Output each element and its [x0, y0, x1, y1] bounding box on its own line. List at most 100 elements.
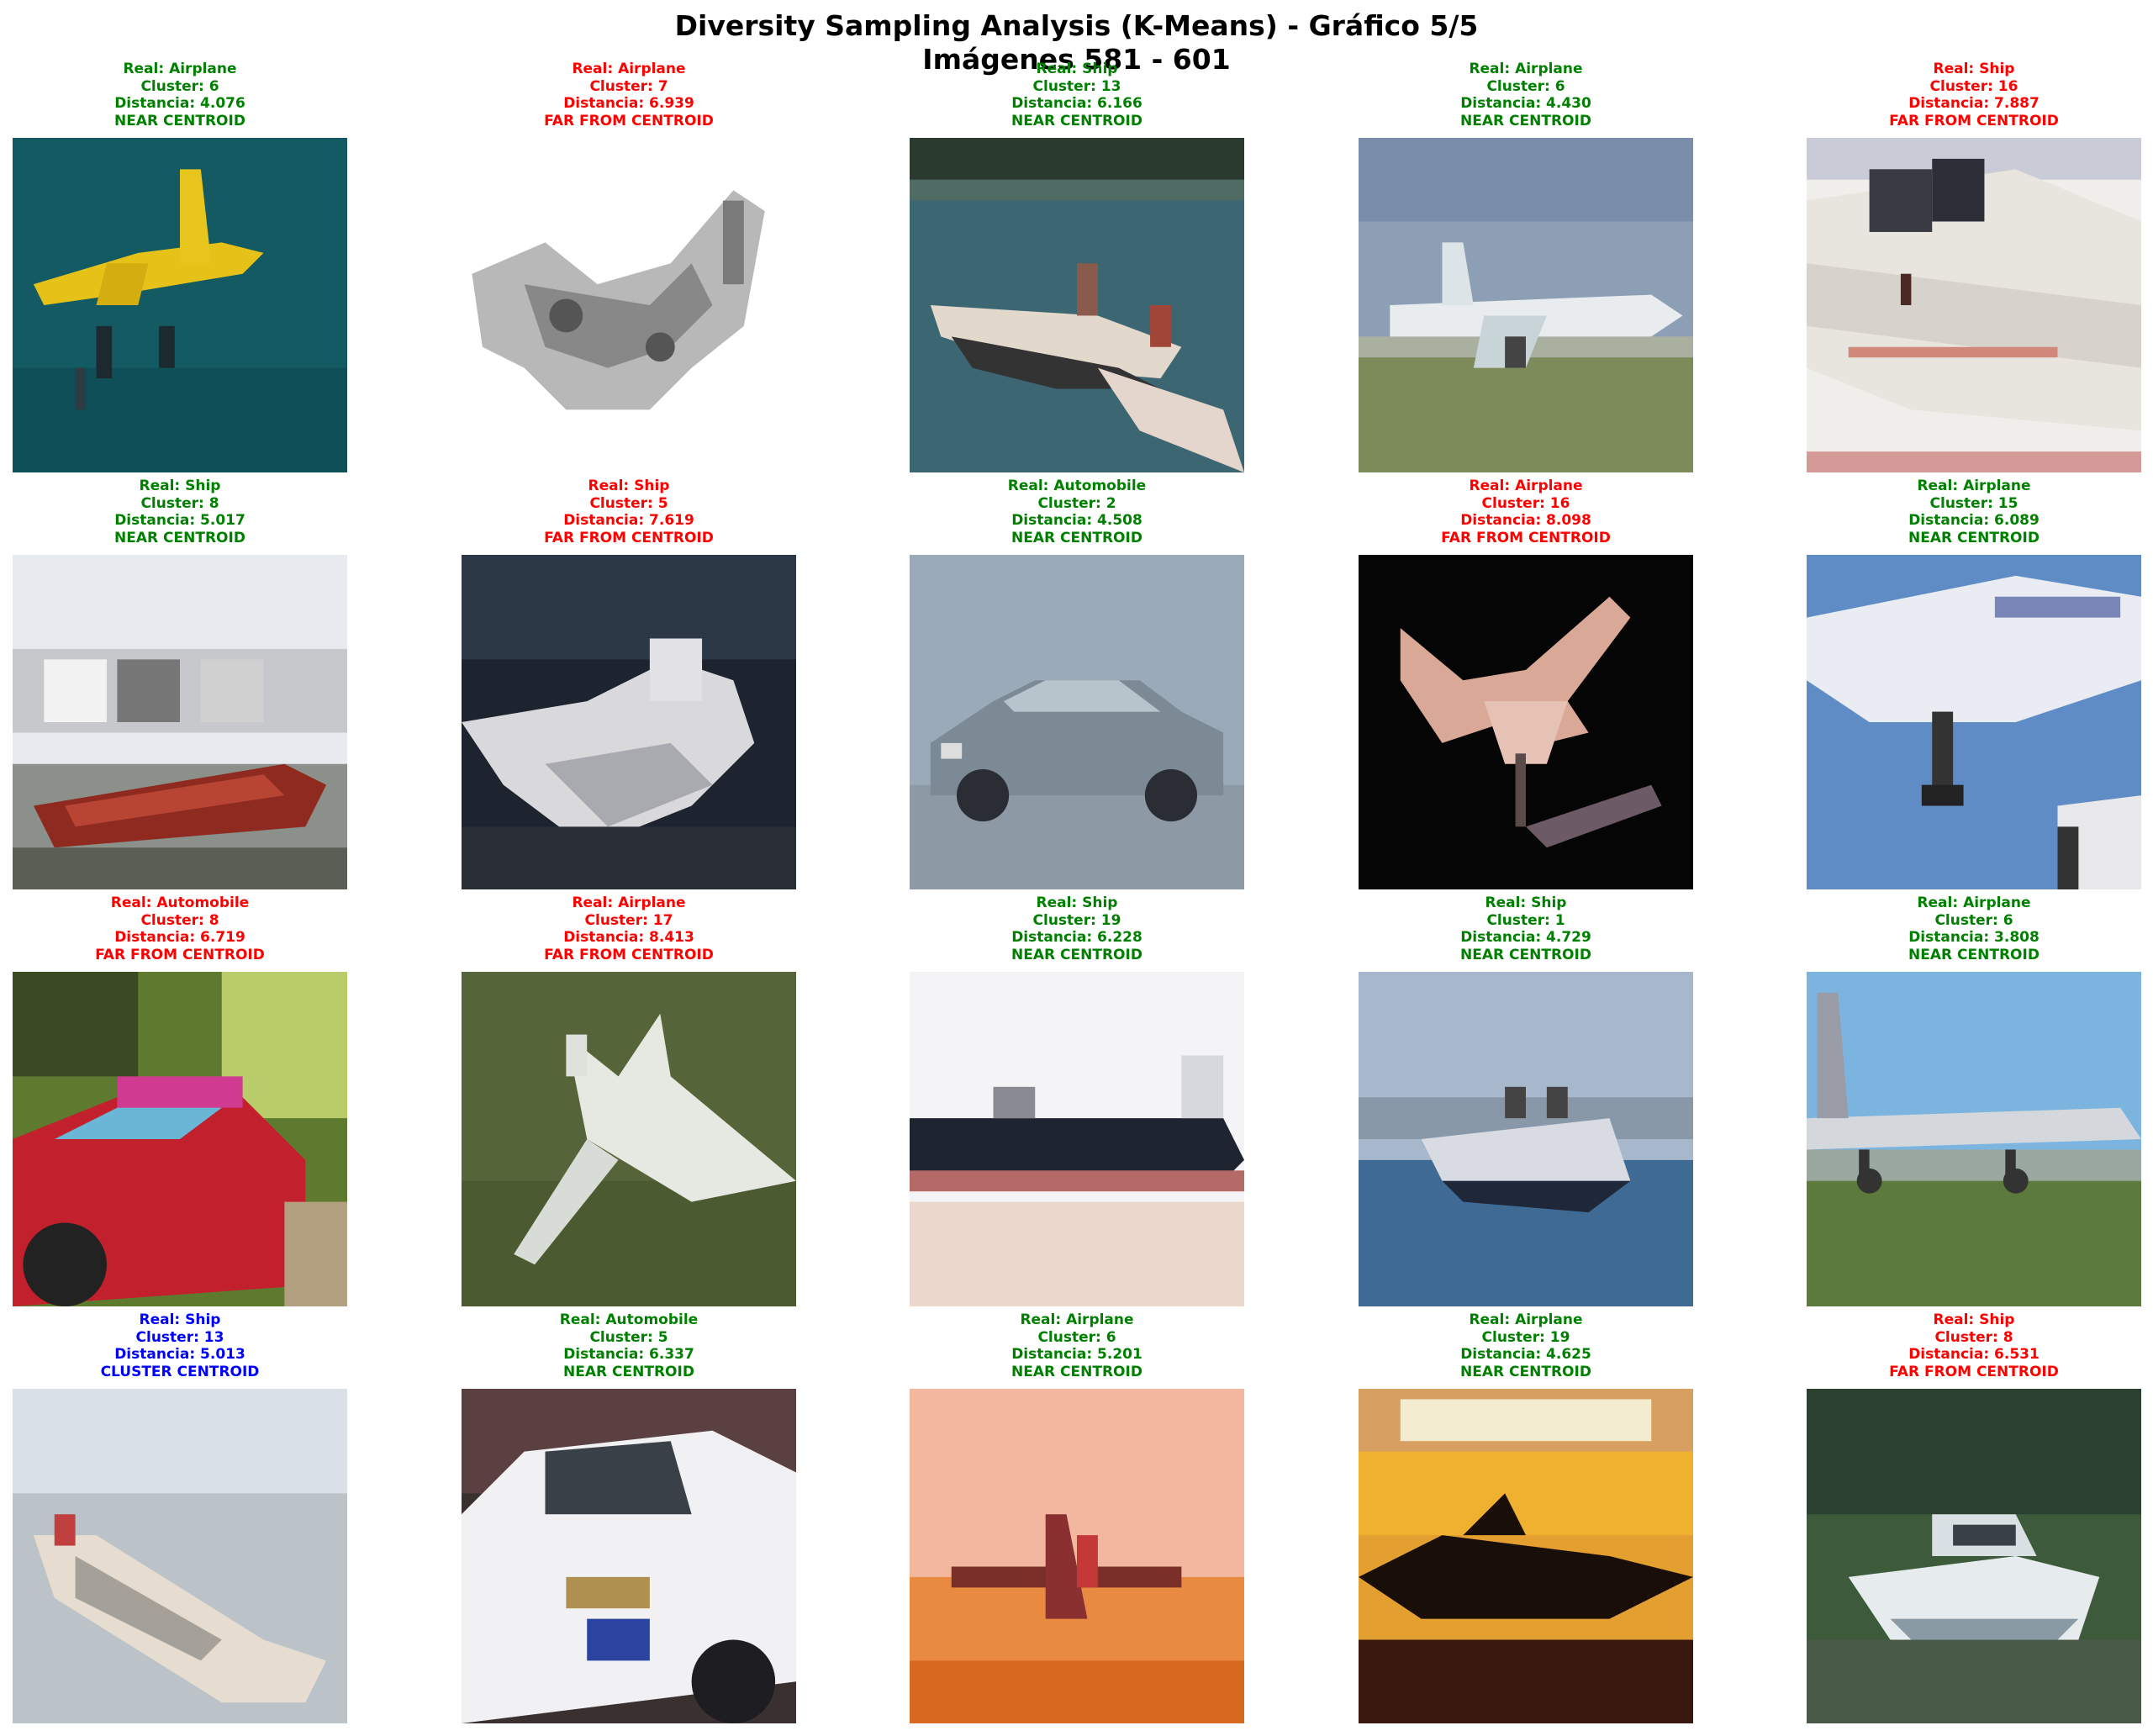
tile-label-cluster: Cluster: 16: [1929, 77, 2018, 95]
tile-label-distance: Distancia: 5.013: [114, 1346, 245, 1363]
tile-label-cluster: Cluster: 6: [1037, 1328, 1116, 1346]
tile-label-distance: Distancia: 3.808: [1908, 929, 2040, 946]
tile-label-status: FAR FROM CENTROID: [95, 946, 265, 963]
tile-label-cluster: Cluster: 19: [1032, 911, 1121, 929]
tile-label-real: Real: Automobile: [559, 1311, 699, 1328]
tile-label-real: Real: Ship: [1933, 61, 2015, 77]
tile-label-cluster: Cluster: 17: [584, 911, 673, 929]
tile-label-status: FAR FROM CENTROID: [544, 946, 714, 963]
tile-label-status: NEAR CENTROID: [1011, 529, 1142, 546]
tile-label-distance: Distancia: 6.939: [563, 95, 694, 112]
tile-label-distance: Distancia: 6.228: [1011, 929, 1142, 946]
tile-label-status: NEAR CENTROID: [1011, 112, 1142, 129]
tile-label-real: Real: Ship: [139, 1311, 221, 1328]
sample-image: [1359, 555, 1693, 889]
tile-label-distance: Distancia: 5.201: [1011, 1346, 1142, 1363]
figure-subtitle: Imágenes 581 - 601: [922, 43, 1231, 76]
tile-label-cluster: Cluster: 6: [1486, 77, 1565, 95]
tile-label-real: Real: Automobile: [110, 894, 250, 911]
tile-label-status: CLUSTER CENTROID: [100, 1363, 260, 1380]
tile-label-real: Real: Ship: [588, 478, 670, 494]
sample-image: [1807, 555, 2141, 889]
tile-label-status: NEAR CENTROID: [1011, 946, 1142, 963]
sample-image: [462, 972, 796, 1306]
sample-image: [1807, 1389, 2141, 1723]
tile-label-status: NEAR CENTROID: [1460, 946, 1591, 963]
sample-image: [1359, 1389, 1693, 1723]
tile-label-real: Real: Airplane: [1469, 478, 1583, 494]
tile-label-cluster: Cluster: 15: [1929, 494, 2018, 512]
tile-label-distance: Distancia: 4.625: [1460, 1346, 1591, 1363]
sample-image: [13, 1389, 347, 1723]
tile-label-distance: Distancia: 4.508: [1011, 512, 1142, 529]
figure-title: Diversity Sampling Analysis (K-Means) - …: [674, 9, 1479, 42]
tile-label-real: Real: Ship: [1036, 894, 1118, 911]
tile-label-distance: Distancia: 6.531: [1908, 1346, 2040, 1363]
sample-image: [910, 555, 1244, 889]
sample-image: [462, 138, 796, 472]
tile-label-cluster: Cluster: 6: [140, 77, 219, 95]
tile-label-real: Real: Airplane: [572, 894, 686, 911]
tile-label-real: Real: Ship: [1036, 61, 1118, 77]
tile-label-cluster: Cluster: 16: [1481, 494, 1570, 512]
tile-label-distance: Distancia: 6.337: [563, 1346, 694, 1363]
tile-label-cluster: Cluster: 13: [1032, 77, 1121, 95]
tile-label-distance: Distancia: 6.719: [114, 929, 245, 946]
sample-image: [1807, 972, 2141, 1306]
sample-image: [1807, 138, 2141, 472]
tile-label-cluster: Cluster: 5: [589, 1328, 668, 1346]
tile-label-cluster: Cluster: 2: [1037, 494, 1116, 512]
sample-image: [462, 555, 796, 889]
tile-label-status: NEAR CENTROID: [114, 112, 245, 129]
tile-label-cluster: Cluster: 8: [140, 911, 219, 929]
tile-label-distance: Distancia: 4.729: [1460, 929, 1591, 946]
tile-label-status: FAR FROM CENTROID: [1441, 529, 1611, 546]
tile-label-status: NEAR CENTROID: [563, 1363, 694, 1380]
tile-label-status: FAR FROM CENTROID: [544, 112, 714, 129]
tile-label-status: FAR FROM CENTROID: [1889, 112, 2059, 129]
tile-label-distance: Distancia: 4.076: [114, 95, 245, 112]
sample-image: [910, 972, 1244, 1306]
tile-label-cluster: Cluster: 7: [589, 77, 668, 95]
tile-label-distance: Distancia: 7.887: [1908, 95, 2040, 112]
tile-label-real: Real: Airplane: [572, 61, 686, 77]
tile-label-cluster: Cluster: 5: [589, 494, 668, 512]
tile-label-distance: Distancia: 4.430: [1460, 95, 1591, 112]
tile-label-status: FAR FROM CENTROID: [1889, 1363, 2059, 1380]
tile-label-distance: Distancia: 8.413: [563, 929, 694, 946]
tile-label-real: Real: Airplane: [1469, 1311, 1583, 1328]
tile-label-cluster: Cluster: 1: [1486, 911, 1565, 929]
tile-label-distance: Distancia: 7.619: [563, 512, 694, 529]
tile-label-real: Real: Automobile: [1007, 478, 1147, 494]
tile-label-real: Real: Airplane: [1020, 1311, 1134, 1328]
sample-image: [13, 972, 347, 1306]
tile-label-real: Real: Airplane: [123, 61, 237, 77]
tile-label-real: Real: Ship: [1485, 894, 1567, 911]
sample-image: [1359, 972, 1693, 1306]
tile-label-status: NEAR CENTROID: [1908, 529, 2040, 546]
tile-label-cluster: Cluster: 8: [140, 494, 219, 512]
tile-label-status: NEAR CENTROID: [114, 529, 245, 546]
tile-label-distance: Distancia: 6.166: [1011, 95, 1142, 112]
tile-label-status: NEAR CENTROID: [1460, 112, 1591, 129]
tile-label-status: NEAR CENTROID: [1011, 1363, 1142, 1380]
tile-label-cluster: Cluster: 19: [1481, 1328, 1570, 1346]
tile-label-cluster: Cluster: 8: [1934, 1328, 2013, 1346]
tile-label-cluster: Cluster: 13: [135, 1328, 224, 1346]
tile-label-distance: Distancia: 5.017: [114, 512, 245, 529]
tile-label-real: Real: Airplane: [1917, 478, 2031, 494]
sample-image: [13, 138, 347, 472]
sample-image: [1359, 138, 1693, 472]
tile-label-real: Real: Airplane: [1469, 61, 1583, 77]
tile-label-status: NEAR CENTROID: [1460, 1363, 1591, 1380]
sample-image: [462, 1389, 796, 1723]
tile-label-status: FAR FROM CENTROID: [544, 529, 714, 546]
tile-label-distance: Distancia: 6.089: [1908, 512, 2040, 529]
sample-image: [910, 1389, 1244, 1723]
tile-label-cluster: Cluster: 6: [1934, 911, 2013, 929]
tile-label-distance: Distancia: 8.098: [1460, 512, 1591, 529]
tile-label-real: Real: Ship: [139, 478, 221, 494]
tile-label-real: Real: Ship: [1933, 1311, 2015, 1328]
sample-image: [910, 138, 1244, 472]
tile-label-status: NEAR CENTROID: [1908, 946, 2040, 963]
